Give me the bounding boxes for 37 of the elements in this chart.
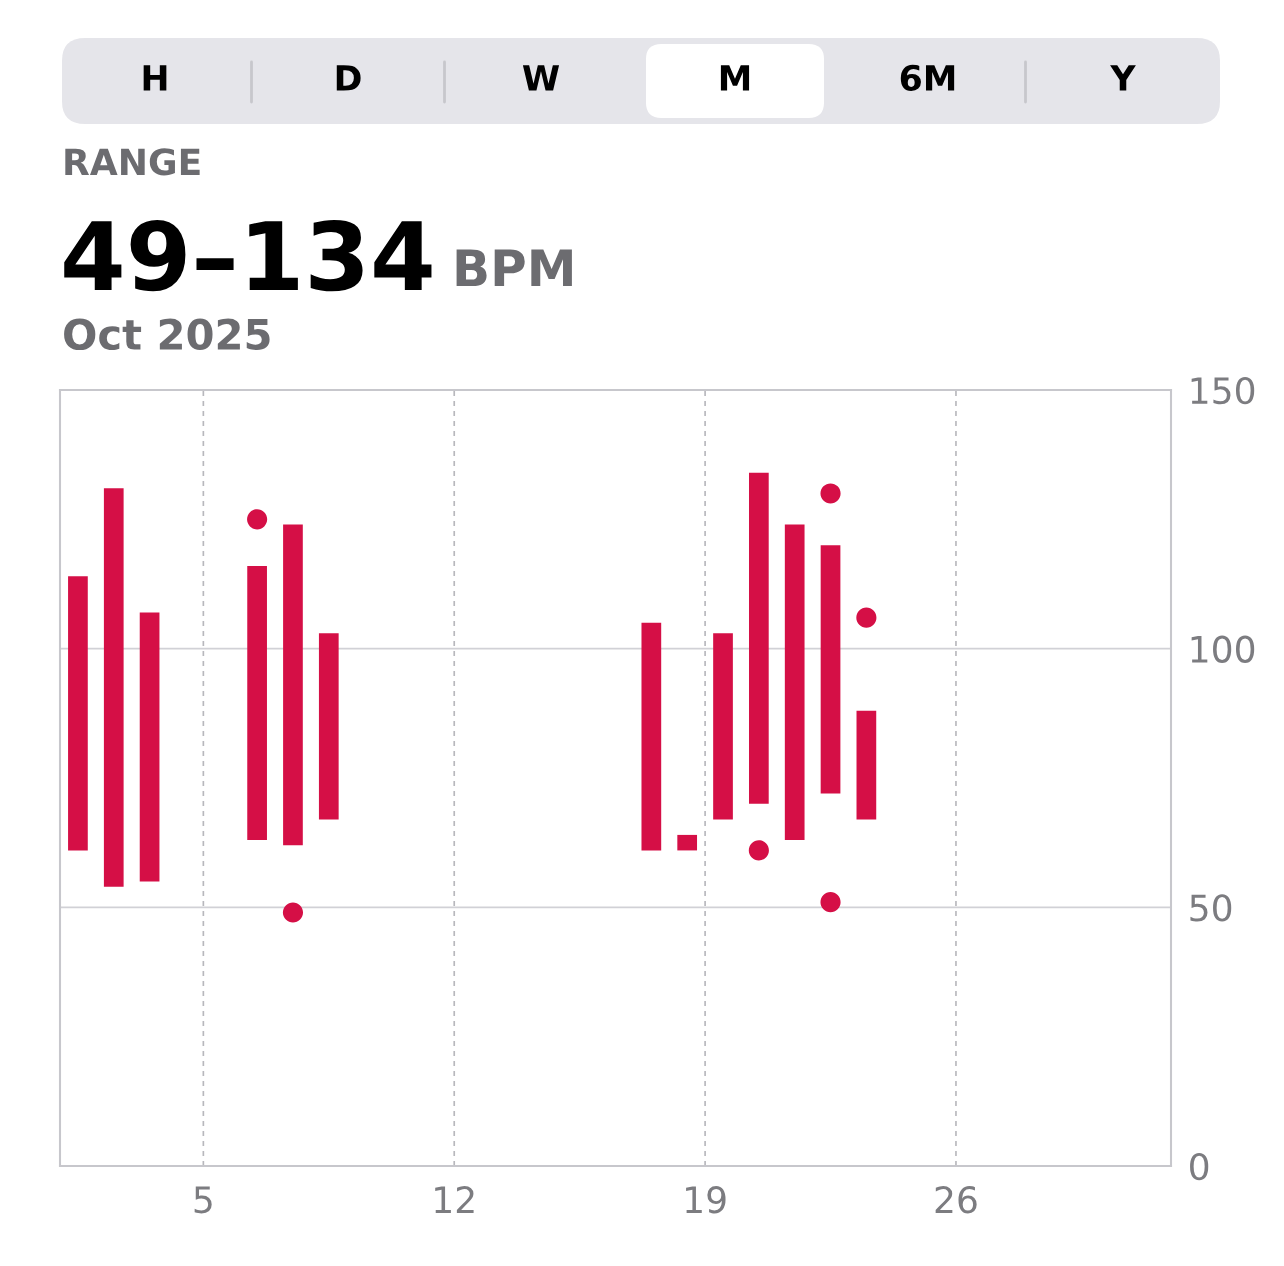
bar bbox=[139, 612, 160, 882]
bar bbox=[103, 488, 124, 887]
text: RANGE bbox=[65, 148, 200, 176]
point bbox=[282, 902, 304, 923]
chart-title: 49–134 bbox=[64, 219, 432, 292]
bar bbox=[318, 633, 339, 820]
point bbox=[856, 607, 877, 628]
point bbox=[820, 892, 841, 913]
text: H bbox=[143, 65, 167, 91]
x-tick-label: 12 bbox=[435, 1186, 474, 1213]
bar bbox=[749, 472, 769, 804]
bar bbox=[68, 576, 88, 851]
point bbox=[247, 509, 268, 530]
y-tick-label: 100 bbox=[1191, 635, 1255, 663]
x-tick-label: 5 bbox=[194, 1186, 212, 1214]
text: Y bbox=[1110, 65, 1136, 91]
bar bbox=[784, 524, 805, 841]
text: M bbox=[720, 65, 750, 91]
chart-subtitle: Oct 2025 bbox=[64, 318, 270, 351]
point bbox=[820, 483, 841, 504]
text: 6M bbox=[900, 64, 955, 92]
point bbox=[748, 840, 769, 861]
y-tick-label: 50 bbox=[1190, 894, 1232, 922]
x-tick-label: 26 bbox=[935, 1186, 977, 1214]
bar bbox=[820, 545, 841, 794]
y-tick-label: 0 bbox=[1190, 1152, 1209, 1181]
bar bbox=[247, 565, 267, 841]
bar bbox=[677, 834, 698, 851]
bar bbox=[713, 633, 733, 820]
text: W bbox=[522, 65, 560, 91]
y-tick-label: 150 bbox=[1191, 376, 1255, 405]
bar bbox=[641, 622, 662, 851]
bar bbox=[283, 524, 303, 846]
x-tick-label: 19 bbox=[686, 1186, 726, 1214]
text: BPM bbox=[456, 249, 572, 286]
bar bbox=[856, 710, 877, 820]
text: D bbox=[336, 65, 361, 91]
